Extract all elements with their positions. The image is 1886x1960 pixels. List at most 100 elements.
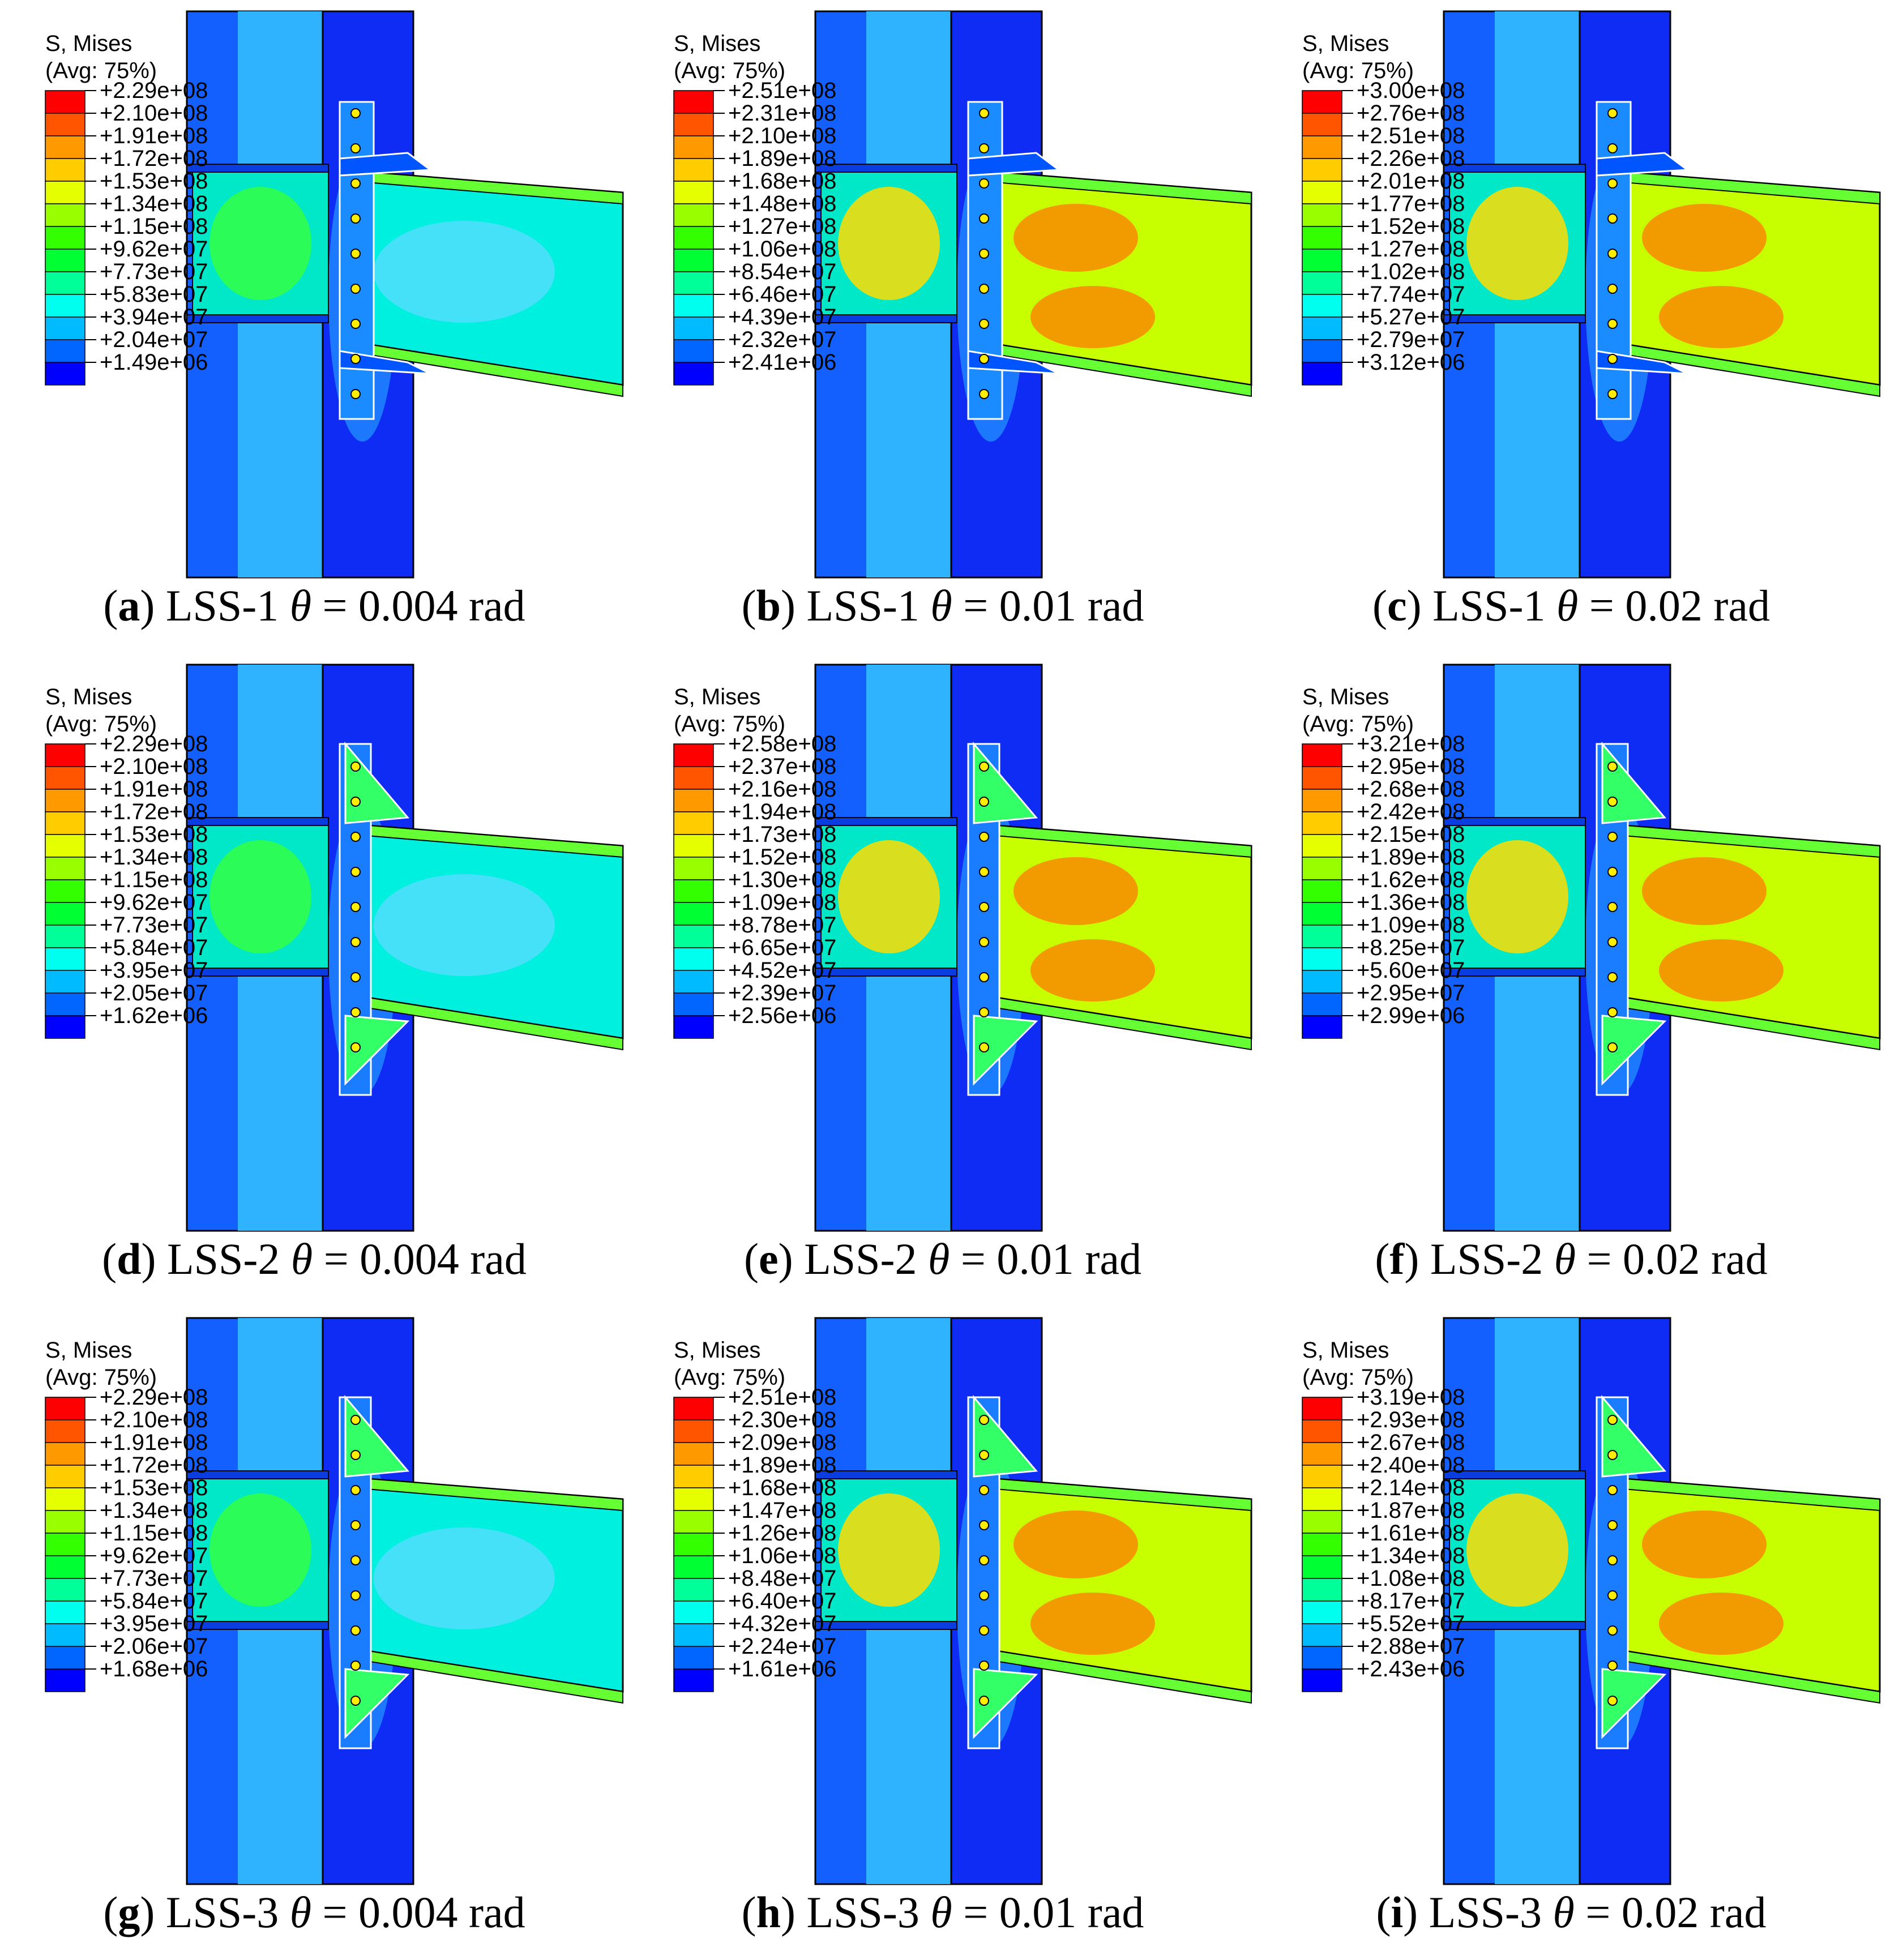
bottom-stiffener [973, 1668, 1038, 1739]
legend-swatch [1302, 992, 1342, 1016]
legend-swatch [673, 226, 714, 250]
bolt [350, 249, 361, 259]
legend-value: +2.29e+08 [100, 78, 208, 103]
panel-b: S, Mises (Avg: 75%) +2.51e+08 +2.31e+08 +2.1… [628, 0, 1257, 653]
caption-theta-symbol: θ [928, 1234, 950, 1283]
caption-specimen: LSS-2 [167, 1234, 280, 1283]
contour-plot-c: S, Mises(Avg: 75%)+3.00e+08+2.76e+08+2.5… [1302, 10, 1881, 579]
legend-swatch [45, 271, 85, 295]
continuity-plate-top [815, 817, 957, 826]
caption-theta-symbol: θ [290, 1234, 313, 1283]
legend-value: +6.40e+07 [728, 1589, 836, 1614]
legend-swatch [45, 1555, 85, 1579]
legend-swatch [673, 1578, 714, 1602]
legend-value: +2.29e+08 [100, 1385, 208, 1410]
legend-swatch [1302, 743, 1342, 767]
legend-swatch [673, 249, 714, 272]
legend-value: +1.15e+08 [100, 214, 208, 239]
top-seat-angle [1596, 152, 1690, 177]
bolt [350, 143, 361, 153]
legend-swatch [1302, 339, 1342, 363]
legend-value: +1.94e+08 [728, 799, 836, 824]
caption-specimen: LSS-1 [1432, 581, 1546, 630]
legend-swatch [45, 113, 85, 136]
bolt [979, 1661, 989, 1671]
legend-avg: (Avg: 75%) [45, 1365, 157, 1390]
legend-swatch [673, 811, 714, 835]
top-seat-angle [967, 152, 1062, 177]
legend-swatch [673, 203, 714, 227]
legend-swatch [45, 1419, 85, 1443]
bolt [1607, 1007, 1618, 1017]
legend-swatch [45, 1646, 85, 1670]
legend-swatch [45, 1465, 85, 1488]
legend-value: +2.67e+08 [1357, 1430, 1465, 1455]
legend-swatch [673, 1510, 714, 1534]
legend-swatch [1302, 271, 1342, 295]
bolt [979, 284, 989, 294]
legend-value: +1.47e+08 [728, 1498, 836, 1523]
continuity-plate-bottom [1443, 968, 1586, 977]
legend-swatch [673, 90, 714, 114]
continuity-plate-top [186, 164, 329, 173]
legend-swatch [673, 181, 714, 204]
legend-value: +2.10e+08 [100, 754, 208, 779]
caption-g: (g) LSS-3 θ = 0.004 rad [103, 1888, 525, 1937]
bolt [979, 1485, 989, 1495]
contour-plot-b: S, Mises(Avg: 75%)+2.51e+08+2.31e+08+2.1… [673, 10, 1252, 579]
legend-value: +2.06e+07 [100, 1634, 208, 1659]
legend-value: +7.73e+07 [100, 259, 208, 284]
legend-swatch [1302, 1487, 1342, 1511]
legend-value: +1.06e+08 [728, 1543, 836, 1568]
bolt [1607, 213, 1618, 224]
panel-zone-stress [209, 187, 311, 300]
legend-swatch [45, 181, 85, 204]
legend-value: +2.95e+08 [1357, 754, 1465, 779]
bolt [350, 389, 361, 399]
legend-value: +8.17e+07 [1357, 1589, 1465, 1614]
beam-hotspot-bottom [1030, 939, 1155, 1002]
legend-value: +8.78e+07 [728, 913, 836, 938]
legend-value: +2.01e+08 [1357, 169, 1465, 194]
legend-swatch [45, 857, 85, 880]
legend-value: +1.26e+08 [728, 1521, 836, 1546]
legend-value: +2.05e+07 [100, 981, 208, 1005]
legend-value: +1.09e+08 [728, 890, 836, 915]
legend-value: +3.00e+08 [1357, 78, 1465, 103]
bolt [979, 1590, 989, 1600]
contour-plot-f: S, Mises (Avg: 75%)+3.21e+08+2.95e+08+2.6… [1302, 664, 1881, 1232]
bolt [979, 143, 989, 153]
continuity-plate-bottom [815, 314, 957, 323]
bolt [350, 1415, 361, 1425]
legend-swatch [45, 294, 85, 318]
legend-value: +8.25e+07 [1357, 935, 1465, 960]
bottom-stiffener [344, 1668, 410, 1739]
top-stiffener [1601, 1394, 1667, 1478]
legend-value: +1.02e+08 [1357, 259, 1465, 284]
legend-value: +2.56e+06 [728, 1003, 836, 1028]
legend-swatch [45, 1623, 85, 1647]
caption-letter: a [118, 581, 140, 630]
legend-value: +7.73e+07 [100, 913, 208, 938]
beam-low-stress [374, 221, 555, 323]
bolt [350, 761, 361, 772]
legend-swatch [45, 1668, 85, 1692]
legend-value: +4.39e+07 [728, 305, 836, 329]
bolt [979, 1042, 989, 1052]
legend-value: +1.62e+08 [1357, 867, 1465, 892]
legend-swatch [673, 135, 714, 159]
legend-avg: (Avg: 75%) [1302, 712, 1414, 737]
legend-value: +1.89e+08 [728, 1453, 836, 1478]
beam-hotspot-bottom [1659, 1593, 1784, 1655]
legend-avg: (Avg: 75%) [1302, 58, 1414, 83]
caption-letter: d [117, 1234, 142, 1283]
legend-swatch [1302, 1465, 1342, 1488]
bolt [1607, 797, 1618, 807]
beam-hotspot-top [1013, 204, 1138, 272]
legend-value: +3.19e+08 [1357, 1385, 1465, 1410]
caption-theta-value: 0.004 [360, 1234, 459, 1283]
legend-swatch [45, 1533, 85, 1556]
legend-value: +5.60e+07 [1357, 958, 1465, 983]
continuity-plate-bottom [186, 314, 329, 323]
caption-letter: b [756, 581, 781, 630]
